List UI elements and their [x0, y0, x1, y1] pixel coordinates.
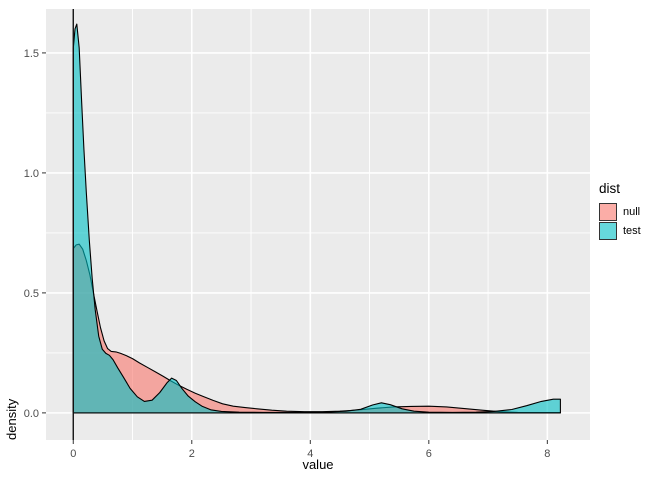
legend-entry-null: null [599, 203, 641, 221]
x-tick-label: 4 [307, 448, 313, 460]
y-tick-label: 0.5 [24, 288, 39, 300]
x-tick-label: 8 [544, 448, 550, 460]
x-tick-label: 6 [426, 448, 432, 460]
density-area-test [72, 23, 561, 414]
x-axis-title: value [302, 457, 334, 472]
legend: dist null test [599, 181, 641, 241]
y-tick-label: 0.0 [24, 408, 39, 420]
y-axis-title: density [4, 398, 19, 440]
legend-label-test: test [623, 225, 641, 237]
y-tick-label: 1.0 [24, 168, 39, 180]
x-tick-label: 0 [70, 448, 76, 460]
legend-key-null-swatch [599, 203, 617, 221]
y-tick-label: 1.5 [24, 48, 39, 60]
legend-key-test-swatch [599, 222, 617, 240]
x-tick-label: 2 [189, 448, 195, 460]
legend-entry-test: test [599, 222, 641, 240]
legend-label-null: null [623, 206, 641, 218]
legend-title: dist [599, 181, 621, 196]
